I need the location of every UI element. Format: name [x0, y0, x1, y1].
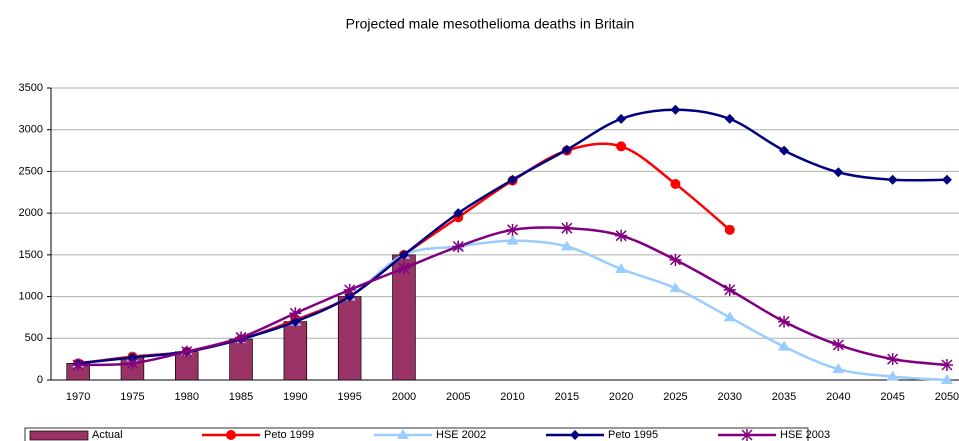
- y-tick-label: 1500: [19, 249, 43, 261]
- y-tick-label: 1000: [19, 290, 43, 302]
- marker: [724, 113, 735, 124]
- marker: [561, 144, 572, 155]
- marker: [560, 240, 573, 251]
- marker: [180, 345, 193, 358]
- line: [78, 239, 948, 382]
- x-tick-label: 2050: [935, 391, 959, 403]
- marker: [723, 311, 736, 322]
- marker: [72, 358, 85, 371]
- marker: [289, 307, 302, 320]
- y-tick-label: 2500: [19, 165, 43, 177]
- x-tick-label: 1985: [229, 391, 253, 403]
- x-tick-label: 2010: [500, 391, 524, 403]
- marker: [235, 331, 248, 344]
- bar: [337, 296, 362, 381]
- x-tick-label: 2045: [880, 391, 904, 403]
- x-tick-label: 2035: [772, 391, 796, 403]
- marker: [778, 340, 791, 351]
- marker: [344, 291, 355, 302]
- marker: [940, 358, 953, 371]
- legend-marker: [741, 429, 753, 441]
- marker: [397, 262, 410, 275]
- marker: [887, 174, 898, 185]
- marker: [616, 141, 627, 152]
- marker: [398, 249, 409, 260]
- legend-marker: [397, 429, 409, 439]
- x-tick-label: 1980: [175, 391, 199, 403]
- marker: [670, 178, 681, 189]
- x-tick-label: 2015: [555, 391, 579, 403]
- y-tick-label: 500: [25, 332, 43, 344]
- y-tick-label: 3500: [19, 82, 43, 94]
- legend-label: HSE 2002: [436, 429, 486, 441]
- marker: [452, 240, 465, 253]
- marker: [886, 353, 899, 366]
- marker: [616, 113, 627, 124]
- marker: [723, 283, 736, 296]
- marker: [833, 167, 844, 178]
- legend-label: Peto 1995: [608, 429, 658, 441]
- x-tick-label: 2040: [826, 391, 850, 403]
- marker: [778, 315, 791, 328]
- marker: [615, 263, 628, 274]
- x-tick-label: 2005: [446, 391, 470, 403]
- x-tick-label: 1990: [283, 391, 307, 403]
- y-tick-label: 3000: [19, 124, 43, 136]
- marker: [886, 370, 899, 381]
- legend-label: Peto 1999: [264, 429, 314, 441]
- legend-swatch: [29, 430, 89, 441]
- x-tick-label: 2030: [718, 391, 742, 403]
- marker: [670, 104, 681, 115]
- bar: [229, 338, 253, 381]
- x-tick-label: 2000: [392, 391, 416, 403]
- marker: [779, 145, 790, 156]
- y-tick-label: 2000: [19, 207, 43, 219]
- marker: [507, 174, 518, 185]
- marker: [506, 234, 519, 245]
- bar: [283, 321, 308, 381]
- legend-marker: [226, 430, 236, 440]
- marker: [724, 224, 735, 235]
- marker: [669, 282, 682, 293]
- marker: [615, 229, 628, 242]
- chart-title: Projected male mesothelioma deaths in Br…: [346, 16, 635, 32]
- x-tick-label: 2025: [663, 391, 687, 403]
- y-tick-label: 0: [37, 374, 43, 386]
- marker: [453, 208, 464, 219]
- marker: [832, 338, 845, 351]
- x-tick-label: 1970: [66, 391, 90, 403]
- marker: [941, 174, 952, 185]
- marker: [560, 222, 573, 235]
- x-tick-label: 1975: [120, 391, 144, 403]
- marker: [126, 357, 139, 370]
- legend-label: HSE 2003: [780, 429, 830, 441]
- x-tick-label: 2020: [609, 391, 633, 403]
- marker: [343, 283, 356, 296]
- marker: [669, 253, 682, 266]
- legend-marker: [570, 430, 580, 440]
- x-tick-label: 1995: [337, 391, 361, 403]
- marker: [506, 223, 519, 236]
- marker: [940, 374, 953, 384]
- marker: [290, 316, 301, 327]
- legend-label: Actual: [92, 429, 123, 441]
- legend: Actual Peto 1999 HSE 2002 Peto 1995 HSE 2003: [24, 427, 830, 441]
- marker: [832, 363, 845, 374]
